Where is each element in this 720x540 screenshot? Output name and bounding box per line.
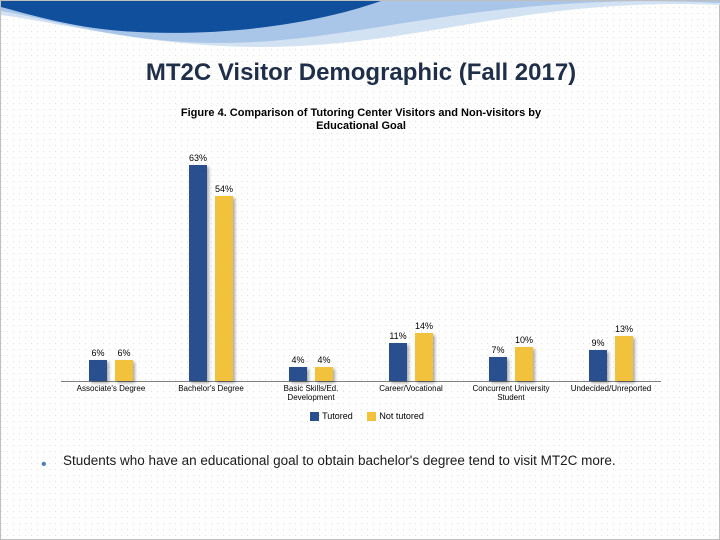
bars-area: 6%6%63%54%4%4%11%14%7%10%9%13% (61, 141, 661, 382)
bar-tutored (289, 367, 307, 381)
bar-group: 63% 54% (161, 141, 261, 381)
chart-legend: Tutored Not tutored (1, 411, 720, 421)
category-label: Career/Vocational (361, 385, 461, 394)
bar-group: 11%14% (361, 141, 461, 381)
bar-tutored (389, 343, 407, 381)
bar-label-tutored: 63% (183, 153, 213, 163)
bar-label-not-tutored: 6% (109, 348, 139, 358)
legend-label-tutored: Tutored (322, 411, 353, 421)
bar-label-not-tutored: 4% (309, 355, 339, 365)
bar-not-tutored (315, 367, 333, 381)
category-label: Bachelor's Degree (161, 385, 261, 394)
bar-label-tutored: 7% (483, 345, 513, 355)
bar-not-tutored (215, 196, 233, 381)
legend-label-not: Not tutored (379, 411, 424, 421)
bar-label-not-tutored: 14% (409, 321, 439, 331)
legend-swatch-not (367, 412, 376, 421)
chart-title-line1: Figure 4. Comparison of Tutoring Center … (181, 107, 541, 119)
bar-tutored (189, 165, 207, 381)
chart-title: Figure 4. Comparison of Tutoring Center … (1, 107, 720, 133)
bar-group: 9%13% (561, 141, 661, 381)
category-label: Basic Skills/Ed. Development (261, 385, 361, 403)
bar-label-tutored: 11% (383, 331, 413, 341)
slide: MT2C Visitor Demographic (Fall 2017) Fig… (0, 0, 720, 540)
bar-label-not-tutored: 54% (209, 184, 239, 194)
bar-group: 4%4% (261, 141, 361, 381)
bar-not-tutored (115, 360, 133, 381)
bar-tutored (589, 350, 607, 381)
bar-label-tutored: 9% (583, 338, 613, 348)
bar-label-not-tutored: 13% (609, 324, 639, 334)
bar-not-tutored (415, 333, 433, 381)
category-label: Associate's Degree (61, 385, 161, 394)
legend-swatch-tutored (310, 412, 319, 421)
bar-label-not-tutored: 10% (509, 335, 539, 345)
bar-group: 6%6% (61, 141, 161, 381)
category-label: Concurrent University Student (461, 385, 561, 403)
bar-group: 7%10% (461, 141, 561, 381)
bar-not-tutored (515, 347, 533, 381)
page-title: MT2C Visitor Demographic (Fall 2017) (1, 59, 720, 87)
chart-plot: 6%6%63%54%4%4%11%14%7%10%9%13% Associate… (61, 141, 661, 406)
bullet-text: Students who have an educational goal to… (63, 453, 681, 470)
bar-tutored (89, 360, 107, 381)
bullet-dot-icon: • (41, 455, 47, 475)
bar-not-tutored (615, 336, 633, 381)
chart-title-line2: Educational Goal (316, 120, 406, 132)
bar-tutored (489, 357, 507, 381)
category-label: Undecided/Unreported (561, 385, 661, 394)
